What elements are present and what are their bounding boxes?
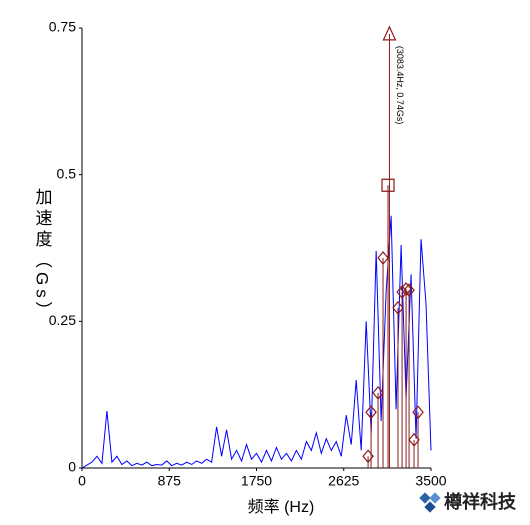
diamond-marker (400, 282, 412, 297)
logo: 樽祥科技 (419, 491, 517, 513)
diamond-marker (362, 449, 374, 464)
y-tick-label: 0.25 (49, 312, 76, 328)
peak-annotation: (3083.4Hz, 0.74Gs) (395, 46, 405, 125)
x-tick-label: 2625 (328, 473, 359, 489)
square-marker (381, 178, 395, 192)
diamond-marker (412, 405, 424, 420)
x-tick-label: 1750 (241, 473, 272, 489)
x-tick-label: 0 (78, 473, 86, 489)
x-axis-label: 频率 (Hz) (248, 498, 315, 516)
y-axis-label: 加速度（Gs） (33, 188, 53, 323)
y-tick-label: 0.75 (49, 19, 76, 35)
diamond-marker (377, 251, 389, 265)
diamond-marker (408, 432, 420, 447)
spectrum-line (81, 215, 432, 469)
diamond-marker (365, 405, 377, 420)
x-tick-label: 3500 (415, 473, 446, 489)
watermark: 樽祥科技 (444, 491, 517, 512)
diamond-marker (372, 385, 384, 400)
y-tick-label: 0.5 (57, 165, 77, 181)
diamond-marker (403, 283, 415, 298)
x-tick-label: 875 (158, 473, 182, 489)
diamond-marker (396, 285, 408, 299)
y-tick-label: 0 (68, 459, 76, 475)
diamond-marker (392, 300, 404, 315)
triangle-marker (382, 25, 397, 41)
